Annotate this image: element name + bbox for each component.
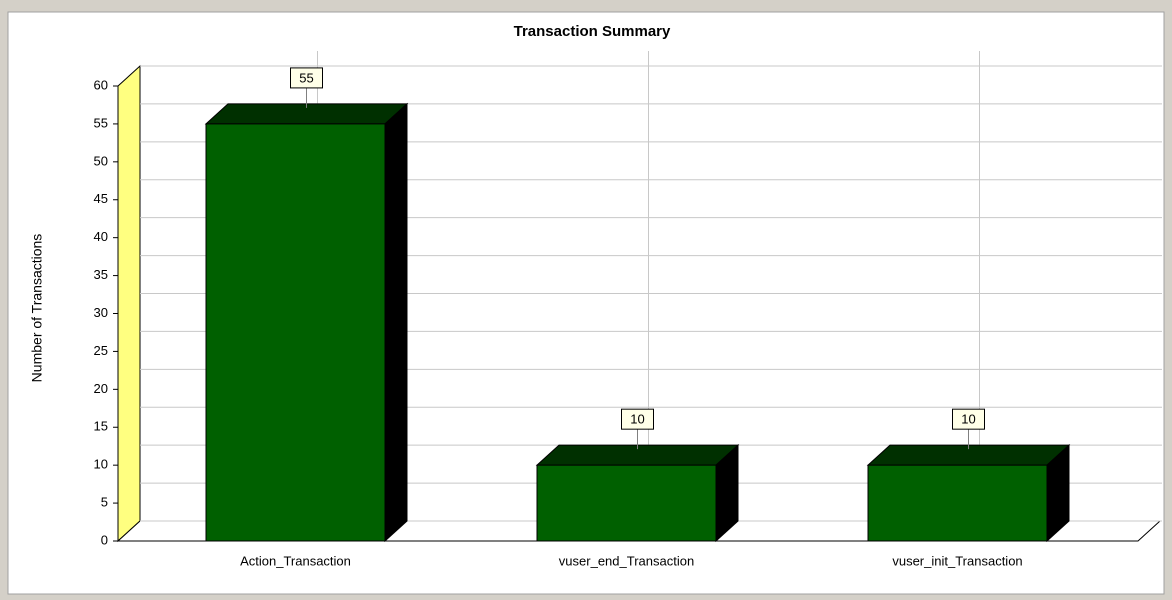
x-tick-label: vuser_init_Transaction [892, 553, 1022, 568]
value-label-box [290, 67, 323, 89]
y-tick-label: 25 [94, 343, 108, 358]
y-tick-label: 60 [94, 77, 108, 92]
y-tick-label: 10 [94, 457, 108, 472]
y-tick-label: 0 [101, 532, 108, 547]
bar [205, 123, 386, 542]
x-tick-label: vuser_end_Transaction [559, 553, 694, 568]
y-tick-label: 5 [101, 495, 108, 510]
y-axis-label: Number of Transactions [29, 234, 45, 383]
x-tick-label: Action_Transaction [240, 553, 351, 568]
value-label-box [621, 408, 654, 430]
bar [536, 464, 717, 542]
value-label: 55 [299, 70, 313, 85]
chart-title: Transaction Summary [514, 23, 671, 40]
value-label: 10 [630, 412, 644, 427]
y-tick-label: 30 [94, 305, 108, 320]
bar-side [384, 102, 408, 543]
y-tick-label: 55 [94, 115, 108, 130]
y-tick-label: 35 [94, 267, 108, 282]
value-label-box [952, 408, 985, 430]
y-tick-label: 20 [94, 381, 108, 396]
left-wall [117, 64, 141, 543]
value-label: 10 [961, 412, 975, 427]
y-tick-label: 50 [94, 153, 108, 168]
y-tick-label: 15 [94, 419, 108, 434]
y-tick-label: 45 [94, 191, 108, 206]
bar [867, 464, 1048, 542]
y-tick-label: 40 [94, 229, 108, 244]
